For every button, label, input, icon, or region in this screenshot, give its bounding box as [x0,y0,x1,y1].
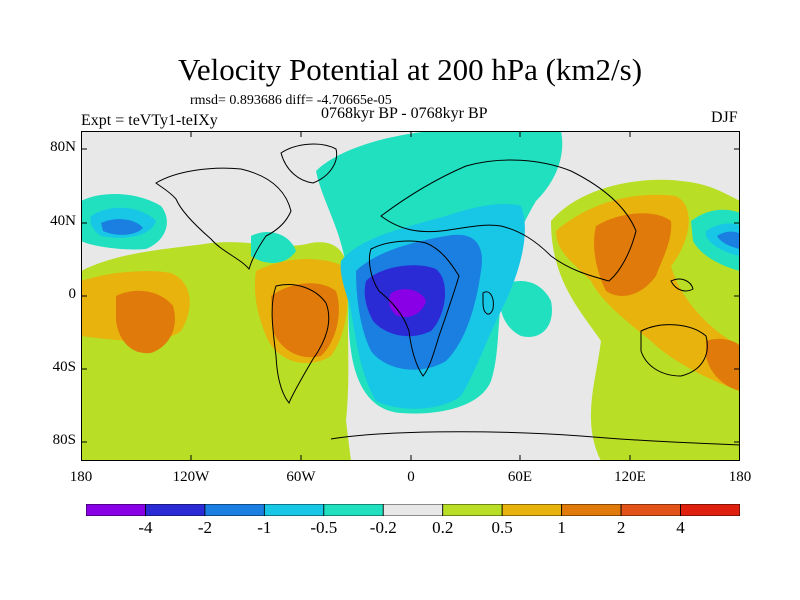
colorbar-swatch [323,503,384,517]
colorbar-label: -0.5 [310,518,338,537]
lon-label-60e: 60E [507,469,533,485]
colorbar-swatch [620,503,681,517]
lat-label-0: 0 [68,286,77,302]
lon-label-0: 0 [407,469,415,485]
lon-label-180w: 180 [69,469,93,485]
colorbar-swatch [204,503,265,517]
lon-label-120e: 120E [614,469,646,485]
colorbar-swatch [382,503,444,517]
colorbar [85,503,741,517]
colorbar-label: -1 [257,518,272,537]
colorbar-swatch [85,503,146,517]
colorbar-swatch [442,503,503,517]
lat-label-80s: 80S [52,432,76,448]
season-label: DJF [711,109,738,126]
lat-label-40n: 40N [50,213,76,229]
lat-label-40s: 40S [52,359,76,375]
map-title: Velocity Potential at 200 hPa (km2/s) [177,52,643,87]
colorbar-label: 1 [557,518,566,537]
colorbar-label: 2 [616,518,626,537]
map-frame [81,131,740,461]
lat-label-80n: 80N [50,139,76,155]
rmsd-diff-stats: rmsd= 0.893686 diff= -4.70665e-05 [190,93,392,108]
colorbar-label: 0.5 [491,518,513,537]
colorbar-swatch [561,503,622,517]
colorbar-swatch [501,503,563,517]
coastlines [155,143,740,446]
lon-label-180e: 180 [728,469,752,485]
colorbar-label: -0.2 [369,518,397,537]
colorbar-label: 0.2 [432,518,454,537]
period-label: 0768kyr BP - 0768kyr BP [321,105,488,122]
lon-label-120w: 120W [172,469,210,485]
experiment-label: Expt = teVTy1-teIXy [81,112,218,129]
colorbar-swatch [680,503,741,517]
velocity-potential-map [81,131,740,461]
colorbar-label: 4 [676,518,685,537]
lon-label-60w: 60W [286,469,316,485]
colorbar-label: -4 [138,518,153,537]
positive-anomaly-fields [81,179,740,461]
colorbar-swatch [263,503,325,517]
colorbar-swatch [145,503,206,517]
colorbar-label: -2 [197,518,212,537]
negative-anomaly-fields [81,131,740,414]
